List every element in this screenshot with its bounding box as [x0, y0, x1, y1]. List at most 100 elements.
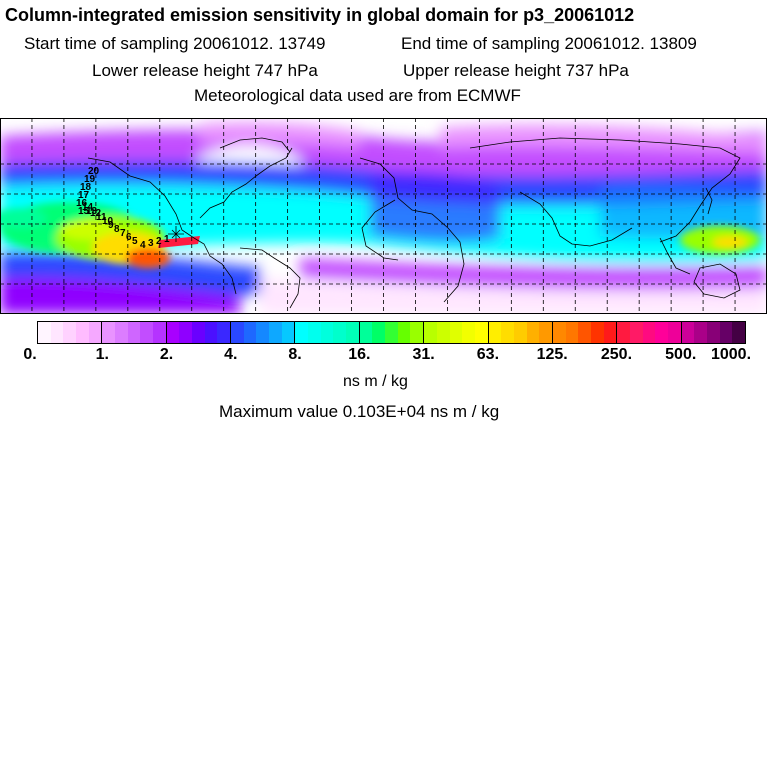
- trajectory-label: 17: [78, 190, 90, 201]
- colorbar-group: [552, 322, 618, 343]
- colorbar-group: [166, 322, 232, 343]
- colorbar-segment: [642, 322, 656, 343]
- colorbar-segment: [719, 322, 733, 343]
- colorbar-segment: [424, 322, 437, 343]
- trajectory-label: 5: [132, 236, 138, 247]
- colorbar-segment: [269, 322, 282, 343]
- colorbar-tick-label: 0.: [23, 346, 37, 363]
- colorbar-segment: [320, 322, 334, 343]
- start-time-label: Start time of sampling 20061012. 13749: [24, 34, 326, 53]
- colorbar-group: [295, 322, 360, 343]
- colorbar-segment: [655, 322, 668, 343]
- colorbar-segment: [552, 322, 566, 343]
- sensitivity-field: 20 19 18 17 16 15 14 13 12 11 10 9 8 7 6…: [1, 119, 766, 313]
- sensitivity-map[interactable]: 20 19 18 17 16 15 14 13 12 11 10 9 8 7 6…: [0, 118, 767, 314]
- colorbar-segment: [474, 322, 488, 343]
- colorbar-segment: [76, 322, 89, 343]
- map-title: Column-integrated emission sensitivity i…: [5, 5, 635, 25]
- trajectory-label: 14: [82, 202, 94, 213]
- trajectory-label: 16: [76, 198, 88, 209]
- end-time-label: End time of sampling 20061012. 13809: [401, 34, 697, 53]
- colorbar-tick-label: 125.: [536, 346, 568, 363]
- lower-height-label: Lower release height 747 hPa: [92, 61, 318, 80]
- trajectory-label: 7: [120, 228, 126, 239]
- trajectory-label: 1: [164, 234, 170, 245]
- trajectory-label: 3: [148, 238, 154, 249]
- colorbar-group: [488, 322, 553, 343]
- colorbar-segment: [681, 322, 695, 343]
- colorbar-segment: [50, 322, 64, 343]
- release-region: [158, 236, 200, 248]
- colorbar: [37, 321, 746, 344]
- colorbar-group: [617, 322, 682, 343]
- colorbar-segment: [397, 322, 411, 343]
- trajectory-label: 8: [114, 224, 120, 235]
- colorbar-segment: [153, 322, 166, 343]
- colorbar-segment: [295, 322, 309, 343]
- colorbar-segment: [501, 322, 514, 343]
- colorbar-tick-label: 2.: [159, 346, 174, 363]
- trajectory-label: 15: [78, 206, 90, 217]
- colorbar-segment: [192, 322, 205, 343]
- trajectory-label: 11: [96, 212, 107, 223]
- colorbar-segment: [281, 322, 295, 343]
- colorbar-segment: [38, 322, 51, 343]
- colorbar-segment: [694, 322, 707, 343]
- met-data-label: Meteorological data used are from ECMWF: [194, 86, 521, 105]
- colorbar-segment: [359, 322, 373, 343]
- trajectory-label: 20: [88, 166, 100, 177]
- colorbar-segment: [217, 322, 231, 343]
- colorbar-segment: [732, 322, 745, 343]
- colorbar-segment: [462, 322, 475, 343]
- colorbar-segment: [603, 322, 617, 343]
- trajectory-label: 6: [126, 232, 132, 243]
- colorbar-segment: [243, 322, 257, 343]
- colorbar-segment: [513, 322, 527, 343]
- colorbar-tick-label: 16.: [348, 346, 371, 363]
- colorbar-segment: [590, 322, 604, 343]
- colorbar-segment: [166, 322, 180, 343]
- colorbar-segment: [617, 322, 630, 343]
- colorbar-segment: [140, 322, 154, 343]
- colorbar-segment: [127, 322, 141, 343]
- colorbar-segment: [667, 322, 681, 343]
- trajectory-labels: 20 19 18 17 16 15 14 13 12 11 10 9 8 7 6…: [76, 166, 170, 251]
- colorbar-tick-label: 31.: [412, 346, 435, 363]
- trajectory-label: 9: [108, 220, 114, 231]
- colorbar-segment: [385, 322, 398, 343]
- colorbar-segment: [526, 322, 540, 343]
- trajectory-label: 12: [90, 208, 102, 219]
- trajectory-label: 2: [156, 236, 162, 247]
- colorbar-segment: [346, 322, 359, 343]
- trajectory-label: 10: [102, 216, 114, 227]
- colorbar-tick-label: 500.: [665, 346, 697, 363]
- trajectory-label: 18: [80, 182, 92, 193]
- colorbar-segment: [179, 322, 193, 343]
- colorbar-tick-label: 1000.: [710, 346, 752, 363]
- colorbar-segment: [256, 322, 270, 343]
- colorbar-group: [681, 322, 745, 343]
- colorbar-segment: [578, 322, 591, 343]
- colorbar-segment: [115, 322, 128, 343]
- map-frame: [0, 118, 767, 314]
- colorbar-tick-label: 4.: [224, 346, 238, 363]
- colorbar-segment: [488, 322, 502, 343]
- colorbar-tick-label: 1.: [95, 346, 109, 363]
- colorbar-segment: [565, 322, 579, 343]
- colorbar-group: [424, 322, 489, 343]
- release-point-marker: [168, 226, 184, 242]
- upper-height-label: Upper release height 737 hPa: [403, 61, 629, 80]
- colorbar-segment: [436, 322, 450, 343]
- trajectory-label: 19: [84, 174, 96, 185]
- colorbar-segment: [539, 322, 552, 343]
- colorbar-group: [38, 322, 103, 343]
- colorbar-tick-label: 250.: [600, 346, 633, 363]
- trajectory-label: 4: [140, 240, 146, 251]
- colorbar-group: [102, 322, 167, 343]
- colorbar-group: [359, 322, 425, 343]
- colorbar-group: [231, 322, 296, 343]
- colorbar-segment: [204, 322, 218, 343]
- colorbar-segment: [410, 322, 424, 343]
- colorbar-segment: [372, 322, 386, 343]
- trajectory-label: 13: [86, 206, 98, 217]
